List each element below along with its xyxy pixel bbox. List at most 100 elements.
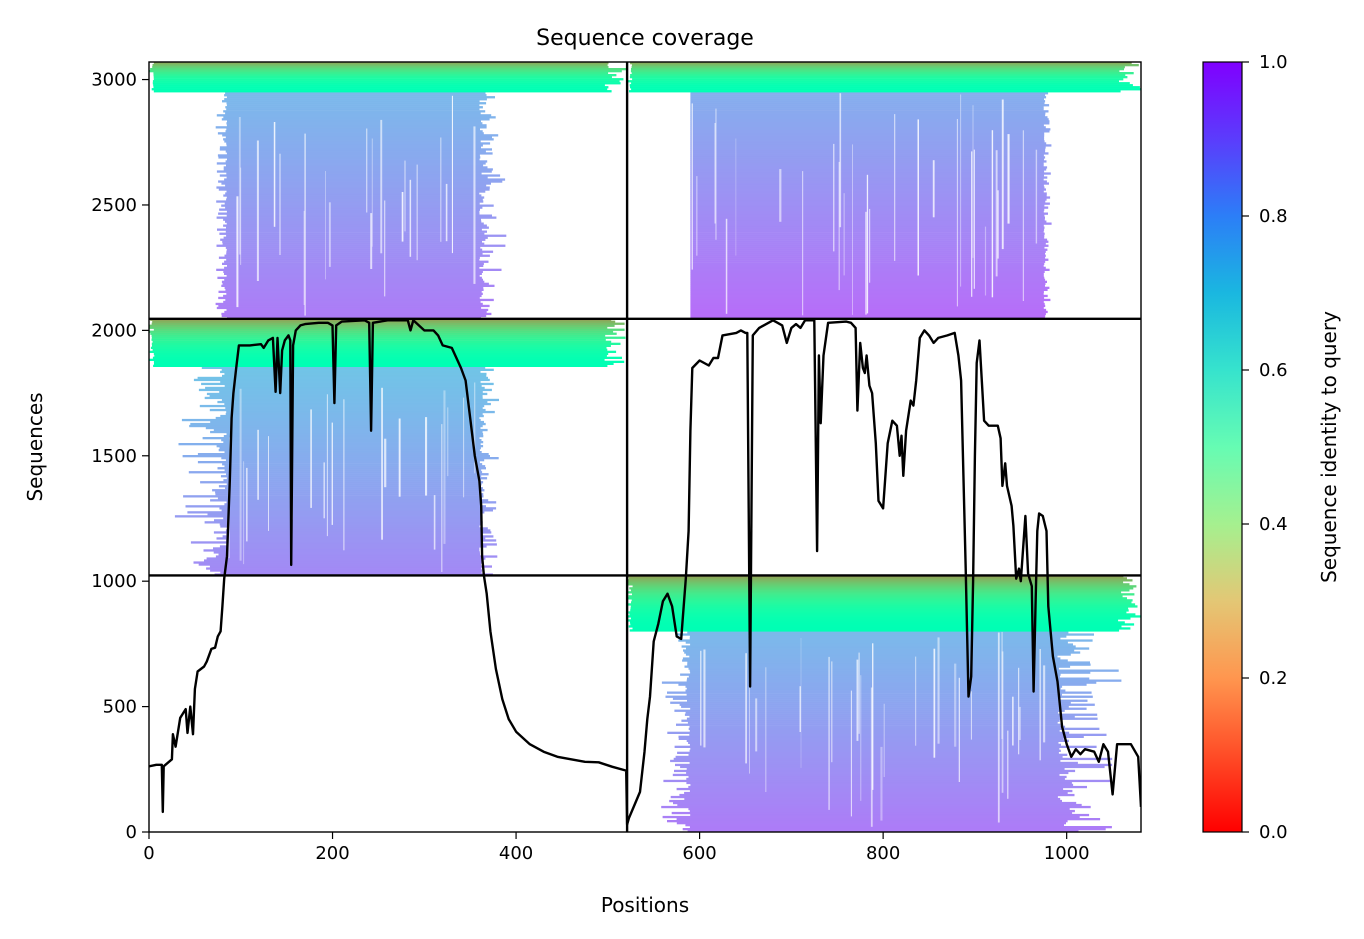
- msa-row: [224, 310, 487, 314]
- msa-row: [226, 433, 484, 436]
- msa-row: [628, 625, 1122, 628]
- gap-streak: [995, 150, 998, 277]
- msa-row: [224, 272, 482, 275]
- msa-block-1: [149, 62, 627, 320]
- msa-row: [690, 747, 1060, 750]
- y-tick-label: 3000: [91, 70, 137, 91]
- msa-row: [665, 695, 1093, 698]
- msa-row: [667, 691, 1092, 694]
- msa-row: [206, 392, 488, 396]
- gap-streak: [852, 144, 853, 315]
- msa-row: [225, 130, 483, 133]
- msa-row: [222, 240, 482, 243]
- msa-row: [217, 154, 480, 157]
- msa-row: [690, 266, 1046, 269]
- gap-streak: [443, 390, 446, 544]
- msa-row: [686, 687, 1061, 690]
- msa-row: [224, 384, 482, 388]
- msa-row: [627, 581, 1124, 584]
- msa-row: [667, 731, 1070, 734]
- msa-row: [201, 366, 486, 369]
- msa-row: [149, 358, 605, 361]
- gap-streak: [800, 638, 802, 768]
- msa-row: [225, 206, 483, 209]
- msa-row: [153, 72, 609, 75]
- msa-row: [690, 643, 1073, 646]
- msa-row: [223, 110, 486, 113]
- msa-row: [217, 497, 482, 500]
- msa-row: [629, 587, 1134, 590]
- msa-row: [684, 651, 1081, 654]
- gap-streak: [932, 160, 935, 218]
- msa-row: [690, 134, 1045, 137]
- msa-row: [151, 336, 626, 339]
- msa-row: [631, 82, 1130, 85]
- msa-row: [204, 396, 483, 400]
- x-tick-label: 800: [866, 843, 900, 864]
- gap-streak: [991, 130, 994, 298]
- msa-row: [226, 539, 497, 542]
- msa-row: [204, 559, 484, 562]
- msa-row: [689, 733, 1107, 736]
- msa-row: [686, 679, 1122, 682]
- msa-row: [149, 326, 608, 329]
- msa-row: [628, 577, 1127, 580]
- gap-streak: [838, 161, 840, 291]
- msa-row: [690, 238, 1048, 241]
- gap-streak: [1039, 649, 1041, 761]
- gap-streak: [696, 176, 698, 256]
- msa-row: [209, 408, 486, 412]
- msa-row: [224, 372, 487, 376]
- gap-streak: [433, 495, 436, 550]
- msa-row: [216, 537, 486, 540]
- msa-row: [225, 184, 487, 187]
- msa-row: [674, 709, 1065, 712]
- msa-row: [188, 471, 483, 474]
- msa-row: [213, 547, 480, 550]
- msa-row: [153, 76, 612, 79]
- gap-streak: [725, 218, 728, 314]
- msa-row: [690, 168, 1047, 171]
- msa-row: [673, 801, 1077, 805]
- msa-row: [689, 749, 1061, 752]
- msa-row: [690, 140, 1045, 143]
- msa-row: [226, 142, 491, 145]
- msa-row: [690, 783, 1074, 787]
- msa-row: [629, 76, 1128, 79]
- msa-row: [628, 611, 1127, 614]
- msa-row: [226, 128, 480, 131]
- gap-streak: [445, 183, 448, 242]
- msa-row: [669, 799, 1062, 803]
- msa-row: [153, 74, 617, 77]
- x-tick-label: 200: [315, 843, 349, 864]
- gap-streak: [268, 436, 269, 531]
- msa-row: [690, 310, 1048, 314]
- msa-row: [226, 210, 480, 213]
- msa-row: [227, 264, 484, 267]
- msa-row: [223, 236, 488, 239]
- msa-row: [676, 787, 1064, 791]
- msa-row: [670, 701, 1071, 704]
- msa-row: [152, 66, 609, 69]
- gap-streak: [984, 226, 987, 296]
- gap-streak: [371, 138, 373, 247]
- msa-row: [226, 164, 484, 167]
- msa-row: [221, 509, 493, 512]
- msa-row: [222, 374, 487, 378]
- msa-row: [631, 68, 1124, 71]
- block-dividers: [149, 62, 1141, 832]
- msa-row: [226, 102, 487, 105]
- msa-row: [221, 439, 482, 442]
- msa-row: [216, 216, 497, 219]
- y-tick-label: 2000: [91, 320, 137, 341]
- msa-row: [222, 134, 499, 137]
- msa-row: [221, 398, 499, 402]
- msa-row: [152, 348, 608, 351]
- msa-row: [224, 202, 480, 205]
- msa-row: [690, 170, 1045, 173]
- gap-streak: [236, 196, 239, 308]
- gap-streak: [839, 93, 842, 228]
- msa-row: [627, 80, 1119, 83]
- msa-row: [631, 72, 1134, 75]
- msa-row: [225, 288, 484, 291]
